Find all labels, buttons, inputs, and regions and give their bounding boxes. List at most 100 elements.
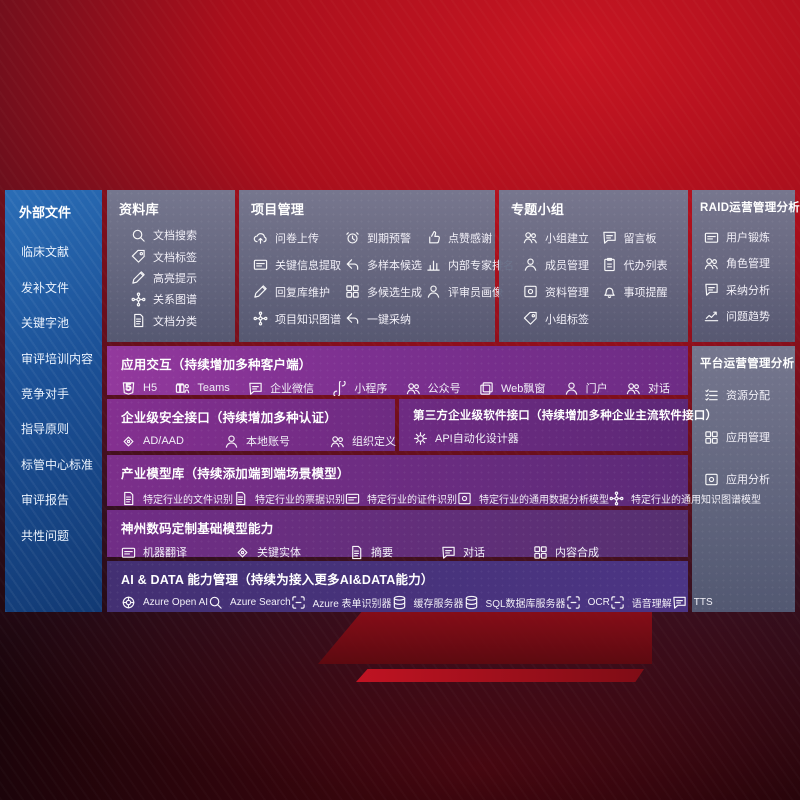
feature-label: API自动化设计器 [435, 433, 519, 445]
feature-item: 小组标签 [523, 305, 602, 332]
feature-item: AD/AAD [121, 434, 184, 449]
cache-server-icon [392, 595, 407, 610]
feature-item: 特定行业的证件识别 [345, 491, 457, 506]
key-entity-icon [235, 545, 250, 560]
feature-label: Web飘窗 [500, 383, 546, 395]
feature-item: 组织定义 [330, 433, 396, 449]
feature-label: 内容合成 [555, 547, 599, 559]
group-tag-icon [523, 311, 538, 326]
sidebar-item: 审评报告 [21, 493, 70, 508]
speech-understanding-icon [610, 595, 625, 610]
panel-title: 资料库 [119, 202, 159, 217]
feature-item: 点赞感谢 [426, 224, 514, 251]
feature-label: H5 [143, 382, 158, 394]
material-management-icon [523, 284, 538, 299]
sidebar-item: 关键字池 [21, 316, 70, 331]
document-tag-icon [131, 249, 146, 264]
feature-item: 事项提醒 [602, 278, 681, 305]
sidebar-title: 外部文件 [19, 205, 72, 220]
feature-label: 企业微信 [270, 383, 315, 395]
reviewer-profile-icon [426, 284, 441, 299]
row-title: 神州数码定制基础模型能力 [121, 522, 274, 536]
feature-item: 留言板 [602, 224, 681, 251]
one-click-adopt-icon [345, 311, 360, 326]
feature-item: 关键信息提取 [253, 251, 341, 278]
panel-platform-analysis: 平台运营管理分析 资源分配 应用管理 应用分析 [692, 346, 795, 612]
feature-item: 特定行业的通用知识图谱模型 [609, 491, 761, 506]
panel-title: RAID运营管理分析 [700, 202, 800, 214]
panel-project: 项目管理 问卷上传 关键信息提取 回复库维护 [239, 190, 514, 342]
feature-label: 点赞感谢 [448, 232, 492, 245]
row-ai-data-management: AI & DATA 能力管理（持续为接入更多AI&DATA能力） Azure O… [107, 561, 713, 612]
feature-label: 留言板 [623, 232, 657, 245]
feature-item: OCR [566, 595, 610, 610]
feature-item: 文档搜索 [131, 227, 231, 243]
raid-list: 用户锻炼 角色管理 采纳分析 问题趋势 [692, 217, 795, 342]
feature-item: API自动化设计器 [413, 430, 519, 446]
portal-icon [564, 381, 579, 396]
feature-item: TTS [672, 595, 713, 610]
azure-openai-icon [121, 595, 136, 610]
issue-trend-icon [704, 308, 719, 323]
panel-raid-analysis: RAID运营管理分析 用户锻炼 角色管理 采纳分析 [692, 190, 800, 342]
feature-item: Web飘窗 [479, 380, 545, 396]
feature-label: Azure Search [230, 597, 291, 608]
feature-item: 门户 [564, 380, 608, 396]
feature-item: 采纳分析 [704, 282, 791, 298]
row-enterprise-security: 企业级安全接口（持续增加多种认证） AD/AAD 本地账号 [107, 399, 396, 451]
row-title: 产业模型库（持续添加端到端场景模型） [121, 467, 350, 481]
dialogue-chat-icon [441, 545, 456, 560]
feature-item: 小程序 [332, 380, 387, 396]
panel-title: 专题小组 [511, 202, 565, 217]
feature-label: OCR [587, 597, 610, 608]
industry-list: 特定行业的文件识别 特定行业的票据识别 特定行业的证件识别 特定 [107, 482, 761, 506]
feature-label: 本地账号 [245, 436, 290, 448]
sidebar-item: 竞争对手 [21, 386, 70, 401]
todo-list-icon [602, 257, 617, 272]
feature-label: 特定行业的通用数据分析模型 [479, 495, 609, 506]
highlight-tip-icon [131, 270, 146, 285]
feature-label: 成员管理 [545, 259, 589, 272]
group-create-icon [523, 230, 538, 245]
feature-item: H5 [121, 381, 157, 396]
row-title: 第三方企业级软件接口（持续增加多种企业主流软件接口） [413, 410, 718, 422]
web-popup-icon [479, 381, 494, 396]
feature-label: 资料管理 [545, 286, 589, 299]
feature-item: 对话 [441, 544, 485, 560]
feature-label: 小组标签 [545, 313, 589, 326]
feature-label: 关键信息提取 [275, 259, 341, 272]
feature-item: 文档分类 [131, 313, 231, 329]
feature-item: 一键采纳 [345, 305, 422, 332]
industry-file-recognition-icon [121, 491, 136, 506]
feature-item: 到期预警 [345, 224, 422, 251]
feature-label: 组织定义 [351, 436, 396, 448]
feature-label: 高亮提示 [153, 272, 197, 285]
api-automation-designer-icon [413, 431, 428, 446]
aidata-list: Azure Open AI Azure Search Azure 表单识别器 [107, 588, 713, 610]
feature-item: 机器翻译 [121, 544, 187, 560]
platform-list: 资源分配 应用管理 应用分析 [692, 373, 795, 495]
feature-item: 摘要 [349, 544, 393, 560]
feature-label: 小程序 [354, 383, 388, 395]
feature-label: 项目知识图谱 [275, 313, 341, 326]
reply-library-icon [253, 284, 268, 299]
feature-item: 文档标签 [131, 249, 231, 265]
adoption-analysis-icon [704, 282, 719, 297]
panel-title: 平台运营管理分析 [700, 358, 795, 370]
feature-label: 回复库维护 [275, 286, 330, 299]
azure-form-recognizer-icon [291, 595, 306, 610]
feature-label: 多候选生成 [367, 286, 422, 299]
feature-item: 特定行业的通用数据分析模型 [457, 491, 609, 506]
feature-label: 角色管理 [726, 258, 770, 271]
groups-grid: 小组建立 成员管理 资料管理 小组标签 [499, 220, 688, 342]
feature-label: 文档标签 [153, 251, 197, 264]
feature-label: 到期预警 [367, 232, 411, 245]
document-classify-icon [131, 313, 146, 328]
feature-item: 内部专家排名 [426, 251, 514, 278]
library-list: 文档搜索 文档标签 高亮提示 关系图谱 [107, 220, 235, 342]
feature-label: 对话 [647, 383, 670, 395]
feature-item: 问题趋势 [704, 308, 791, 324]
feature-label: 内部专家排名 [448, 259, 514, 272]
summary-icon [349, 545, 364, 560]
feature-item: 本地账号 [224, 433, 290, 449]
